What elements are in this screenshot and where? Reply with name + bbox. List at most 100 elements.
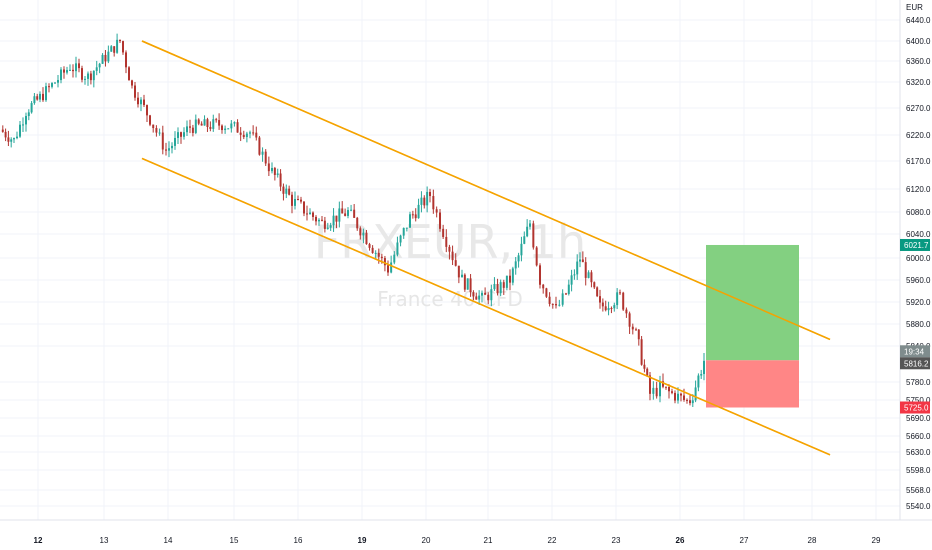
candle-down [191, 127, 194, 133]
candle-down [252, 132, 255, 134]
candle-down [48, 86, 50, 88]
price-axis-background [900, 0, 932, 520]
candle-up [66, 70, 68, 73]
time-tick-label: 12 [34, 536, 43, 545]
candle-down [267, 163, 270, 172]
candle-down [206, 119, 209, 127]
candle-down [610, 308, 613, 310]
price-axis[interactable]: EUR 6440.0 6400.0 6360.0 6320.0 6270.0 6220.0… [899, 0, 932, 520]
candle-up [396, 242, 399, 255]
candle-down [255, 132, 258, 138]
candle-down [383, 258, 386, 266]
price-tick-label: 5780.0 [906, 378, 931, 387]
candle-down [445, 236, 448, 247]
candle-down [668, 387, 670, 392]
candle-up [171, 145, 173, 149]
candle-down [662, 381, 664, 387]
candle-down [72, 69, 74, 72]
price-tick-label: 5660.0 [906, 432, 931, 441]
time-tick-label: 26 [676, 536, 685, 545]
candle-down [535, 247, 538, 266]
candle-up [390, 262, 393, 273]
candle-up [461, 274, 463, 278]
candle-up [13, 138, 15, 140]
price-tag-last-text: 5816.2 [904, 359, 929, 368]
candle-down [341, 208, 344, 214]
candle-up [98, 63, 101, 68]
price-tick-label: 5598.0 [906, 466, 931, 475]
price-tick-label: 5750.0 [906, 396, 931, 405]
candle-up [703, 360, 705, 375]
candle-down [674, 392, 676, 401]
candle-down [581, 259, 584, 263]
candle-down [469, 278, 472, 293]
candle-down [689, 400, 691, 404]
candle-down [89, 73, 92, 81]
candle-up [402, 227, 405, 236]
channel-lower-overlay [141, 157, 831, 456]
candle-down [236, 122, 239, 133]
candle-up [493, 284, 496, 290]
candle-down [36, 96, 39, 100]
candle-up [19, 124, 21, 137]
candle-down [315, 216, 317, 222]
candle-down [279, 173, 282, 187]
candle-down [509, 275, 511, 283]
candle-down [125, 52, 127, 68]
candle-down [78, 63, 80, 69]
candle-down [353, 209, 356, 218]
candle-up [329, 225, 332, 228]
candle-down [155, 128, 158, 133]
candle-down [119, 39, 121, 42]
candle-up [466, 278, 469, 290]
candle-down [335, 215, 338, 222]
candle-up [271, 167, 273, 172]
candle-up [107, 51, 110, 62]
candle-up [338, 208, 341, 222]
candle-up [285, 188, 288, 194]
candle-up [697, 375, 700, 388]
candle-down [137, 97, 139, 105]
candle-down [432, 196, 435, 210]
time-axis[interactable]: 12 13 14 15 16 19 20 21 22 23 26 27 28 29 [0, 519, 932, 545]
candle-down [454, 260, 457, 266]
candle-up [87, 73, 89, 79]
candle-down [365, 232, 368, 245]
candle-up [84, 78, 86, 80]
candle-down [42, 93, 44, 101]
loss-zone[interactable] [706, 360, 799, 408]
candle-up [326, 227, 329, 229]
candle-down [344, 213, 347, 216]
price-tag-target-text: 6021.7 [904, 241, 929, 250]
candle-down [291, 194, 293, 206]
candle-down [539, 265, 541, 285]
candle-up [694, 387, 697, 401]
candle-down [306, 213, 308, 215]
candle-up [92, 70, 95, 81]
candle-up [420, 197, 423, 205]
candle-up [224, 128, 227, 131]
candle-down [686, 399, 688, 401]
candle-down [599, 296, 601, 303]
candle-down [448, 246, 451, 252]
candle-down [484, 292, 487, 295]
candle-up [347, 210, 349, 216]
candle-up [318, 219, 320, 222]
candle-down [180, 132, 182, 137]
candle-up [511, 268, 514, 283]
long-position-tool[interactable] [141, 40, 831, 456]
candle-down [1, 129, 4, 132]
candle-up [177, 132, 179, 138]
profit-zone[interactable] [706, 244, 799, 361]
candle-up [101, 54, 104, 64]
candle-down [218, 120, 221, 126]
candle-down [628, 313, 631, 327]
candle-up [393, 254, 396, 263]
candle-up [529, 223, 531, 227]
candle-up [51, 83, 53, 87]
candle-up [567, 284, 570, 294]
price-tag-countdown-text: 19:34 [904, 347, 925, 356]
time-tick-label: 28 [808, 536, 817, 545]
candle-down [303, 201, 305, 214]
